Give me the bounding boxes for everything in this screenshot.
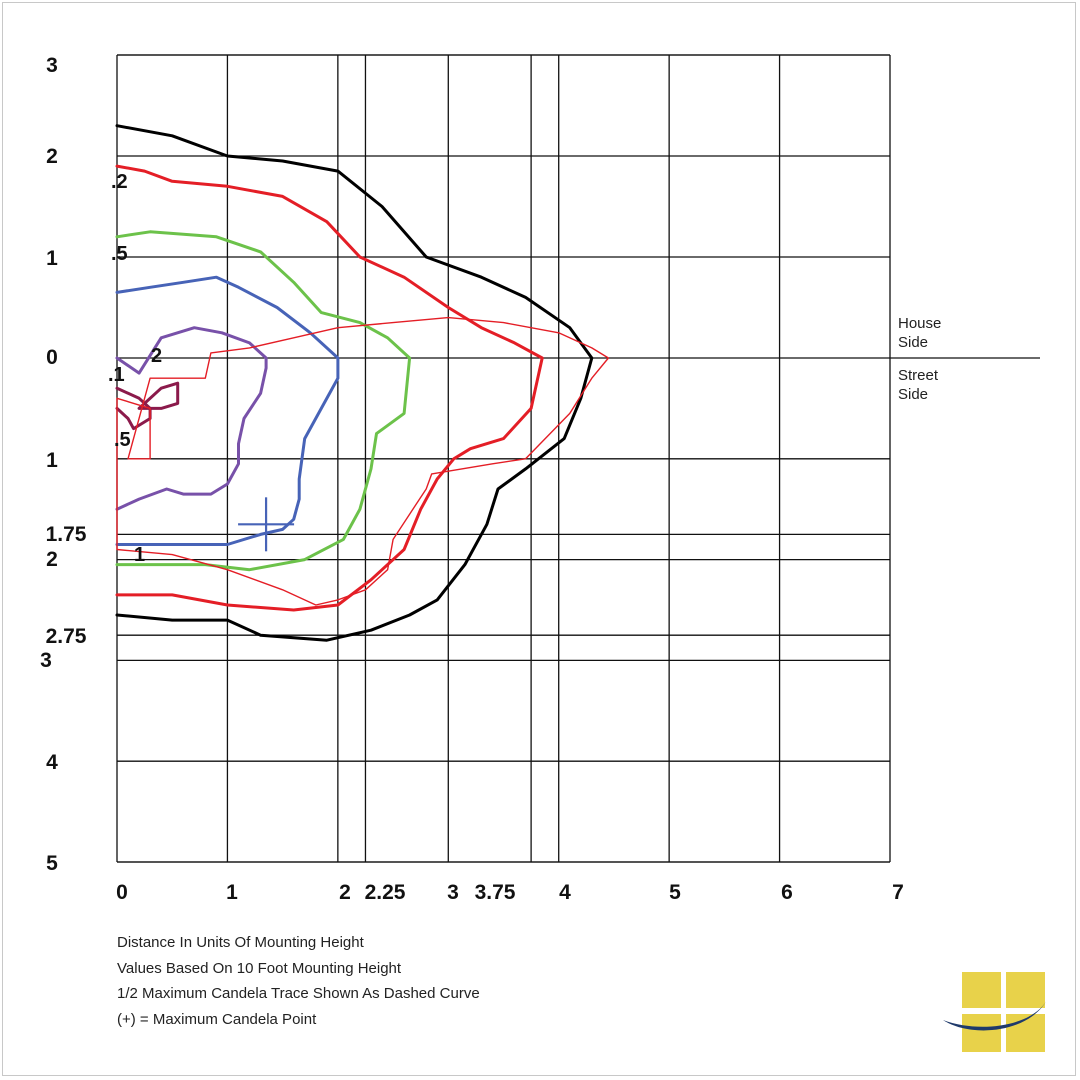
- y-tick-label: 5: [46, 852, 58, 875]
- y-tick-label: 3: [40, 649, 52, 672]
- house-side-label-2: Side: [898, 334, 928, 351]
- contour-line-purple: [115, 326, 268, 511]
- contour-value-label: .1: [108, 364, 125, 386]
- y-tick-label: 2: [46, 145, 58, 168]
- y-tick-label: 3: [46, 54, 58, 77]
- contour-line-green: [115, 230, 412, 572]
- house-side-label-1: House: [898, 315, 941, 332]
- logo-square: [1006, 972, 1045, 1008]
- company-logo-icon: [943, 972, 1048, 1052]
- y-tick-label: 0: [46, 346, 58, 369]
- logo-swoosh: [943, 998, 1048, 1031]
- street-side-label-1: Street: [898, 367, 939, 384]
- y-tick-label: 1.75: [46, 523, 87, 546]
- contour-value-label: .5: [114, 429, 131, 451]
- x-tick-label: 2: [339, 881, 351, 904]
- x-tick-label: 3: [447, 881, 459, 904]
- x-tick-label: 6: [781, 881, 793, 904]
- contour-line-maroon-loop: [137, 381, 180, 410]
- x-axis-ticks: 0 1 2 2.25 3 3.75 4 5 6 7: [116, 881, 904, 904]
- contour-value-label: .5: [111, 243, 128, 265]
- contour-labels: .2 .5 2 .1 .5 1: [108, 171, 162, 566]
- x-tick-label: 5: [669, 881, 681, 904]
- x-tick-label: 7: [892, 881, 904, 904]
- x-tick-label: 3.75: [475, 881, 516, 904]
- x-tick-label: 0: [116, 881, 128, 904]
- chart-grid: [116, 54, 891, 863]
- contour-value-label: 2: [151, 345, 162, 367]
- x-tick-label: 4: [559, 881, 571, 904]
- contour-line-blue: [115, 275, 340, 546]
- y-tick-label: 1: [46, 449, 58, 472]
- contour-value-label: 1: [134, 544, 145, 566]
- max-candela-marker: [238, 497, 295, 552]
- logo-square: [962, 972, 1001, 1008]
- contour-line-red: [115, 164, 544, 612]
- y-tick-label: 2: [46, 548, 58, 571]
- x-tick-label: 1: [226, 881, 238, 904]
- contour-value-label: .2: [111, 171, 128, 193]
- x-tick-label: 2.25: [365, 881, 406, 904]
- contour-line-black: [115, 124, 594, 642]
- note-distance: Distance In Units Of Mounting Height: [117, 934, 364, 951]
- half-max-candela-trace: [116, 316, 610, 606]
- y-tick-label: 4: [46, 751, 58, 774]
- note-half-max: 1/2 Maximum Candela Trace Shown As Dashe…: [117, 985, 480, 1002]
- chart-notes: Distance In Units Of Mounting Height Val…: [117, 930, 480, 1032]
- contour-layer: [115, 124, 610, 642]
- street-side-label-2: Side: [898, 386, 928, 403]
- note-max-point: (+) = Maximum Candela Point: [117, 1010, 317, 1028]
- y-tick-label: 2.75: [46, 625, 87, 648]
- logo-square: [962, 1014, 1001, 1052]
- note-mounting-height: Values Based On 10 Foot Mounting Height: [117, 959, 402, 977]
- y-tick-label: 1: [46, 247, 58, 270]
